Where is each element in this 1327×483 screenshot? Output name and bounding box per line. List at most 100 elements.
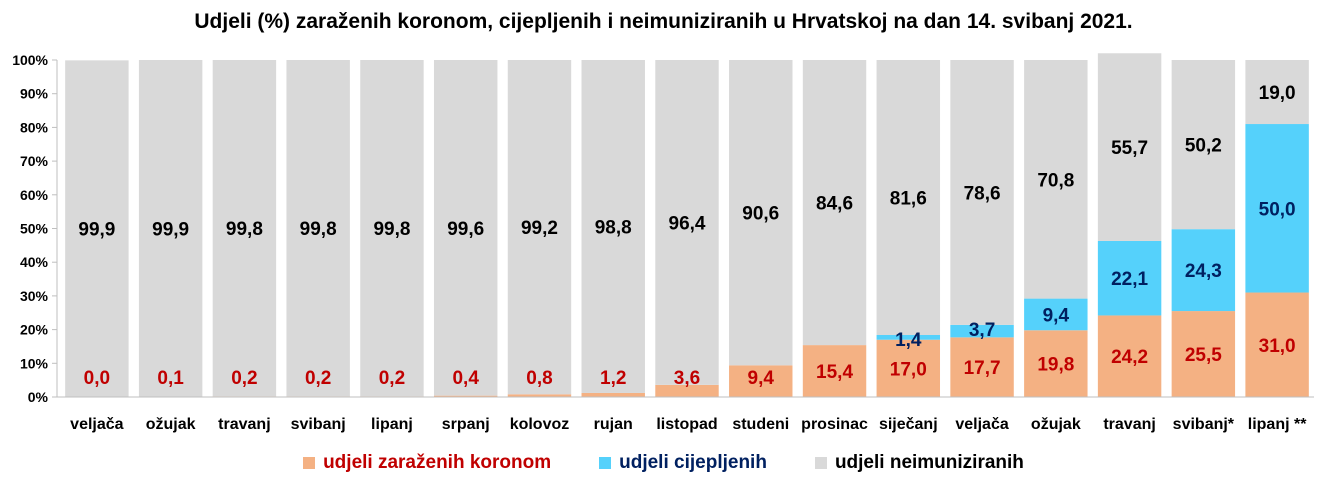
data-label-infected: 3,6 [674,368,700,389]
bar-infected [876,339,941,397]
x-tick-label: srpanj [442,416,490,433]
bar-unimmunized [138,60,203,397]
data-label-unimmunized: 99,8 [226,219,263,240]
bar-unimmunized [507,60,572,395]
x-tick-label: prosinac [801,416,868,433]
data-label-unimmunized: 99,8 [300,219,337,240]
data-label-unimmunized: 19,0 [1259,83,1296,104]
bar-infected [581,392,645,397]
data-label-vaccinated: 24,3 [1185,261,1222,282]
bar-unimmunized [360,60,424,397]
data-label-infected: 0,4 [452,368,479,389]
bar-infected [433,395,498,397]
data-label-unimmunized: 99,9 [78,220,115,241]
x-tick-label: svibanj* [1173,416,1235,433]
bar-infected [1024,330,1088,397]
y-tick-label: 30% [20,288,49,304]
data-label-unimmunized: 99,9 [152,219,189,240]
legend-swatch-infected [303,457,316,469]
bar-unimmunized [802,60,867,346]
x-tick-label: lipanj ** [1248,416,1307,433]
legend-item-vaccinated: udjeli cijepljenih [599,452,767,474]
x-tick-label: studeni [732,416,789,433]
legend-label-vaccinated: udjeli cijepljenih [619,452,767,473]
bar-unimmunized [729,60,793,366]
data-label-unimmunized: 84,6 [816,194,853,215]
bar-infected [729,365,793,397]
bar-unimmunized [581,60,645,393]
x-tick-label: travanj [218,416,270,433]
data-label-unimmunized: 70,8 [1037,170,1074,191]
x-tick-label: veljača [70,416,123,433]
data-label-unimmunized: 99,2 [521,218,558,239]
data-label-vaccinated: 50,0 [1259,199,1296,220]
data-label-unimmunized: 90,6 [742,204,779,225]
y-axis: 0% 10% 20% 30% 40% 50% 60% 70% 80% 90% 100% [12,52,58,405]
bar-unimmunized [655,60,719,385]
data-label-infected: 0,0 [84,368,110,389]
data-label-infected: 0,2 [379,368,405,389]
bar-vaccinated [1245,124,1309,293]
y-tick-label: 40% [20,254,49,270]
x-tick-label: svibanj [291,416,346,433]
data-label-infected: 17,0 [890,359,927,380]
y-tick-label: 60% [20,187,49,203]
data-label-infected: 19,8 [1037,355,1074,376]
data-label-vaccinated: 3,7 [969,320,995,341]
data-label-vaccinated: 22,1 [1111,269,1148,290]
data-label-unimmunized: 78,6 [964,183,1001,204]
x-tick-label: ožujak [1031,416,1081,433]
data-label-unimmunized: 99,6 [447,219,484,240]
y-tick-label: 20% [20,322,49,338]
x-tick-label: listopad [656,416,717,433]
bar-unimmunized [1024,60,1088,299]
chart-title: Udjeli (%) zaraženih koronom, cijepljeni… [194,10,1133,33]
legend-label-infected: udjeli zaraženih koronom [323,452,552,473]
bar-unimmunized [876,60,941,335]
bar-unimmunized [433,60,498,396]
bars-group [65,53,1309,397]
bar-infected [802,345,867,397]
bar-vaccinated [1024,298,1088,331]
x-tick-label: lipanj [371,416,413,433]
y-tick-label: 50% [20,221,49,237]
x-tick-label: kolovoz [510,416,570,433]
data-label-vaccinated: 9,4 [1043,305,1070,326]
bar-unimmunized [950,60,1014,325]
data-label-infected: 25,5 [1185,345,1222,366]
bar-unimmunized [1097,53,1162,241]
legend-label-unimmunized: udjeli neimuniziranih [834,452,1024,473]
data-label-infected: 31,0 [1259,336,1296,357]
data-label-infected: 1,2 [600,368,626,389]
data-label-infected: 24,2 [1111,347,1148,368]
y-tick-label: 70% [20,153,49,169]
data-label-infected: 0,2 [305,368,331,389]
data-label-unimmunized: 81,6 [890,188,927,209]
bar-unimmunized [286,60,350,397]
data-label-infected: 9,4 [748,368,775,389]
bar-unimmunized [1171,60,1236,230]
bar-vaccinated [1097,240,1162,316]
data-label-unimmunized: 98,8 [595,217,632,238]
legend: udjeli zaraženih koronom udjeli cijeplje… [0,452,1327,474]
legend-swatch-vaccinated [599,457,612,469]
bar-infected [655,384,719,397]
legend-item-infected: udjeli zaraženih koronom [303,452,551,474]
x-tick-label: siječanj [879,416,938,433]
legend-item-unimmunized: udjeli neimuniziranih [814,452,1024,474]
x-tick-label: ožujak [146,416,196,433]
bar-infected [950,337,1014,397]
data-label-unimmunized: 96,4 [669,213,706,234]
y-tick-label: 90% [20,86,49,102]
data-label-infected: 15,4 [816,362,853,383]
bar-vaccinated [1171,229,1236,312]
bar-unimmunized [212,60,277,397]
bar-unimmunized [65,60,129,397]
x-tick-label: travanj [1103,416,1155,433]
bar-infected [1097,315,1162,397]
x-tick-label: veljača [955,416,1008,433]
data-label-vaccinated: 1,4 [895,330,922,351]
data-label-infected: 17,7 [964,358,1001,379]
bar-unimmunized [1245,60,1309,125]
